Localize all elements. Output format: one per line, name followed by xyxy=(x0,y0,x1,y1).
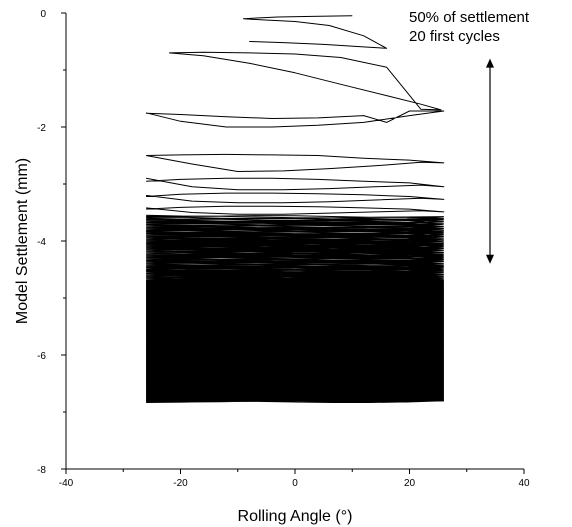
cycle-curve xyxy=(146,153,445,172)
x-tick-label: -40 xyxy=(59,478,74,489)
y-tick-label: -2 xyxy=(37,123,46,134)
cycle-curve xyxy=(146,205,445,215)
saturated-band-fill xyxy=(146,280,444,401)
double-headed-arrow xyxy=(486,58,494,264)
arrow-head-down xyxy=(486,254,494,264)
y-tick-label: -6 xyxy=(37,351,46,362)
cycle-curve xyxy=(169,51,442,111)
arrow-head-up xyxy=(486,58,494,68)
cycle-curve xyxy=(243,15,388,49)
ticks: -40 -20 0 20 40 0 -2 -4 -6 -8 xyxy=(37,9,530,489)
x-tick-label: -20 xyxy=(173,478,188,489)
y-tick-label: 0 xyxy=(40,9,46,20)
cycle-curve xyxy=(145,110,445,128)
cycle-curve xyxy=(146,192,445,204)
annotation-line-2: 20 first cycles xyxy=(409,28,500,45)
x-tick-label: 0 xyxy=(292,478,298,489)
y-axis-title: Model Settlement (mm) xyxy=(14,158,31,324)
y-tick-label: -8 xyxy=(37,465,46,476)
cycle-curve xyxy=(146,177,445,191)
x-tick-label: 20 xyxy=(404,478,416,489)
annotation-line-1: 50% of settlement xyxy=(409,9,530,26)
y-tick-label: -4 xyxy=(37,237,46,248)
settlement-curves xyxy=(145,15,445,403)
x-axis-title: Rolling Angle (°) xyxy=(238,508,353,525)
x-tick-label: 40 xyxy=(518,478,530,489)
annotation: 50% of settlement 20 first cycles xyxy=(409,9,530,45)
